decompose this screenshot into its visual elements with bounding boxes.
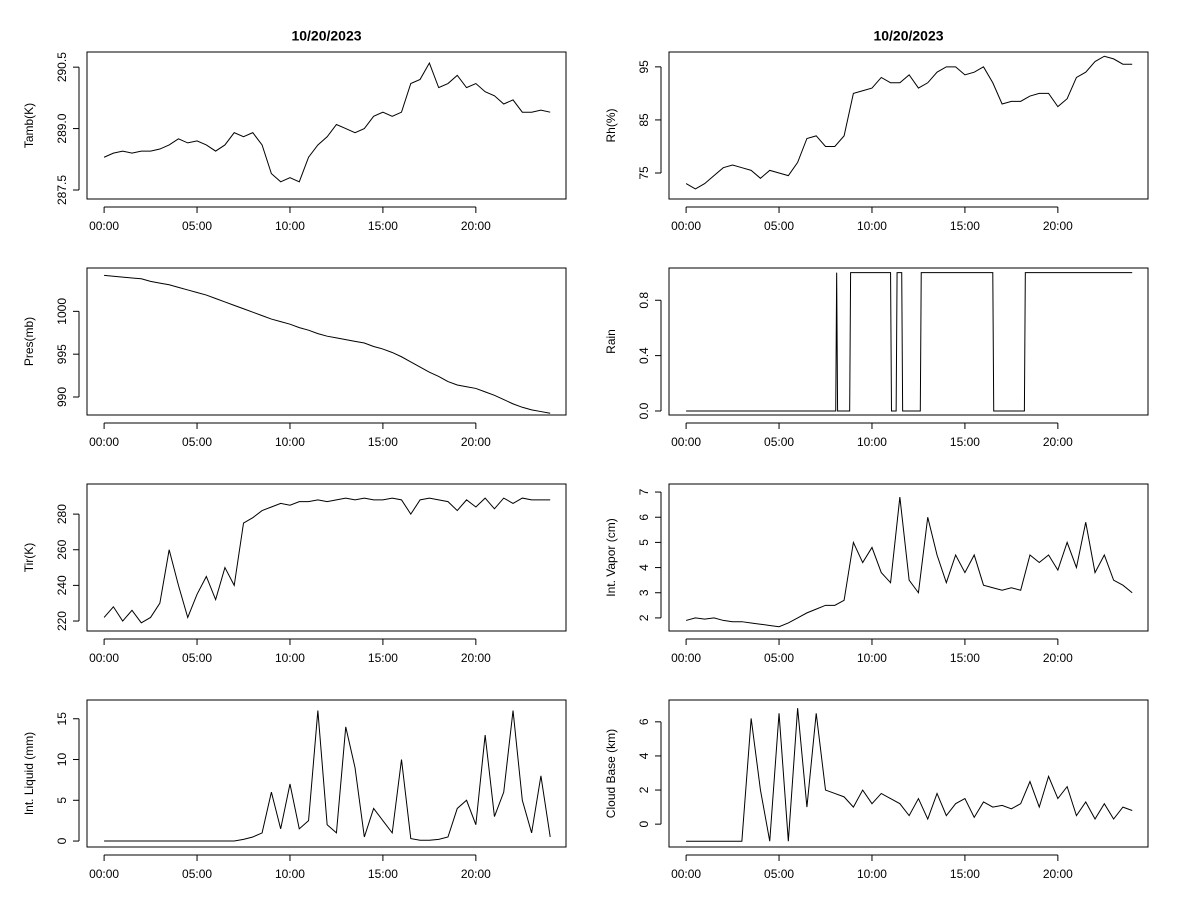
x-tick-label: 00:00 xyxy=(671,435,701,449)
y-axis-label: Cloud Base (km) xyxy=(604,729,618,818)
y-tick-label: 6 xyxy=(637,514,651,521)
x-tick-label: 20:00 xyxy=(461,867,491,881)
y-tick-label: 290.5 xyxy=(55,52,69,82)
x-tick-label: 05:00 xyxy=(182,867,212,881)
y-tick-label: 4 xyxy=(637,752,651,759)
x-tick-label: 10:00 xyxy=(275,435,305,449)
y-tick-label: 5 xyxy=(637,539,651,546)
y-tick-label: 75 xyxy=(637,166,651,180)
y-tick-label: 85 xyxy=(637,113,651,127)
y-tick-label: 990 xyxy=(55,387,69,407)
y-axis-label: Tir(K) xyxy=(22,543,36,573)
y-tick-label: 287.5 xyxy=(55,175,69,205)
y-tick-label: 0 xyxy=(637,820,651,827)
x-tick-label: 20:00 xyxy=(1043,867,1073,881)
data-line xyxy=(685,55,1133,190)
y-tick-label: 0.8 xyxy=(637,292,651,309)
y-tick-label: 260 xyxy=(55,539,69,559)
plot-box xyxy=(668,267,1149,416)
chart-title: 10/20/2023 xyxy=(873,28,943,44)
y-tick-label: 280 xyxy=(55,504,69,524)
x-tick-label: 15:00 xyxy=(368,867,398,881)
x-tick-label: 15:00 xyxy=(950,867,980,881)
x-tick-label: 15:00 xyxy=(950,435,980,449)
chart-title: 10/20/2023 xyxy=(291,28,361,44)
y-tick-label: 3 xyxy=(637,589,651,596)
y-axis-label: Rh(%) xyxy=(604,108,618,142)
data-line xyxy=(103,497,551,624)
x-tick-label: 00:00 xyxy=(671,651,701,665)
y-tick-label: 240 xyxy=(55,575,69,595)
plot-box xyxy=(86,267,567,416)
y-tick-label: 6 xyxy=(637,718,651,725)
x-tick-label: 00:00 xyxy=(89,867,119,881)
data-line xyxy=(685,497,1133,628)
data-line xyxy=(686,708,1133,842)
x-tick-label: 05:00 xyxy=(764,651,794,665)
y-tick-label: 0.0 xyxy=(637,402,651,419)
x-tick-label: 15:00 xyxy=(368,219,398,233)
y-axis-label: Int. Vapor (cm) xyxy=(604,518,618,596)
y-tick-label: 1000 xyxy=(55,298,69,325)
x-tick-label: 10:00 xyxy=(275,867,305,881)
x-tick-label: 05:00 xyxy=(764,435,794,449)
x-tick-label: 20:00 xyxy=(461,219,491,233)
y-tick-label: 7 xyxy=(637,488,651,495)
x-tick-label: 20:00 xyxy=(461,651,491,665)
x-tick-label: 15:00 xyxy=(368,435,398,449)
y-tick-label: 10 xyxy=(55,753,69,767)
x-tick-label: 15:00 xyxy=(950,651,980,665)
y-tick-label: 0.4 xyxy=(637,347,651,364)
plot-box xyxy=(668,51,1149,200)
y-tick-label: 289.0 xyxy=(55,113,69,143)
y-tick-label: 220 xyxy=(55,611,69,631)
data-line xyxy=(104,274,551,414)
y-tick-label: 5 xyxy=(55,797,69,804)
x-tick-label: 10:00 xyxy=(857,867,887,881)
data-line xyxy=(104,710,551,842)
x-tick-label: 05:00 xyxy=(182,651,212,665)
y-axis-label: Int. Liquid (mm) xyxy=(22,732,36,815)
plot-box xyxy=(668,483,1149,632)
x-tick-label: 05:00 xyxy=(182,435,212,449)
data-line xyxy=(103,61,551,183)
x-tick-label: 00:00 xyxy=(89,219,119,233)
x-tick-label: 20:00 xyxy=(1043,651,1073,665)
x-tick-label: 05:00 xyxy=(764,867,794,881)
x-tick-label: 10:00 xyxy=(857,435,887,449)
y-tick-label: 4 xyxy=(637,564,651,571)
x-tick-label: 05:00 xyxy=(764,219,794,233)
y-tick-label: 95 xyxy=(637,60,651,74)
x-tick-label: 20:00 xyxy=(1043,219,1073,233)
x-tick-label: 10:00 xyxy=(857,219,887,233)
x-tick-label: 05:00 xyxy=(182,219,212,233)
x-tick-label: 10:00 xyxy=(275,219,305,233)
y-tick-label: 995 xyxy=(55,344,69,364)
y-axis-label: Rain xyxy=(604,329,618,354)
data-line xyxy=(686,272,1133,412)
plot-box xyxy=(86,483,567,632)
plot-box xyxy=(86,51,567,200)
y-tick-label: 2 xyxy=(637,614,651,621)
x-tick-label: 10:00 xyxy=(857,651,887,665)
y-tick-label: 15 xyxy=(55,712,69,726)
x-tick-label: 00:00 xyxy=(671,867,701,881)
plot-box xyxy=(86,699,567,848)
x-tick-label: 00:00 xyxy=(671,219,701,233)
x-tick-label: 15:00 xyxy=(368,651,398,665)
x-tick-label: 00:00 xyxy=(89,435,119,449)
y-tick-label: 0 xyxy=(55,837,69,844)
y-tick-label: 2 xyxy=(637,786,651,793)
x-tick-label: 00:00 xyxy=(89,651,119,665)
plot-box xyxy=(668,699,1149,848)
y-axis-label: Tamb(K) xyxy=(22,103,36,148)
x-tick-label: 10:00 xyxy=(275,651,305,665)
x-tick-label: 20:00 xyxy=(1043,435,1073,449)
x-tick-label: 20:00 xyxy=(461,435,491,449)
y-axis-label: Pres(mb) xyxy=(22,317,36,366)
x-tick-label: 15:00 xyxy=(950,219,980,233)
